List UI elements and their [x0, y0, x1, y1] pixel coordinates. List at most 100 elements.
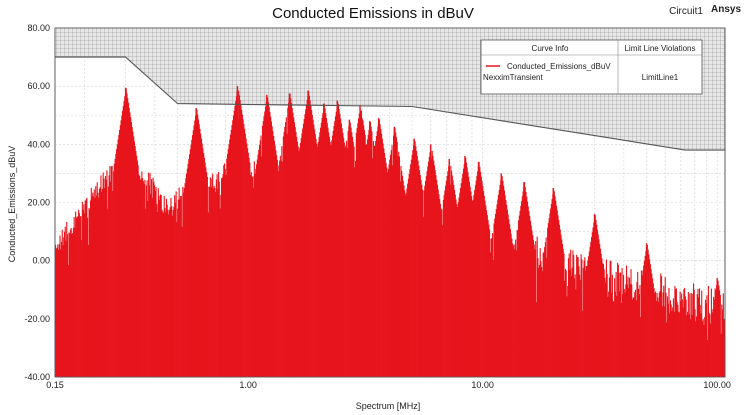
spectrum-bar	[550, 203, 552, 377]
spectrum-bar	[722, 293, 724, 377]
spectrum-bar	[205, 167, 207, 377]
spectrum-bar	[658, 301, 660, 377]
spectrum-bar	[145, 208, 147, 377]
spectrum-bar	[285, 117, 287, 377]
spectrum-bar	[154, 190, 156, 377]
spectrum-bar	[337, 104, 339, 377]
spectrum-bar	[712, 309, 714, 377]
spectrum-bar	[179, 199, 181, 377]
circuit-label: Circuit1	[669, 6, 703, 17]
spectrum-bar	[637, 271, 639, 377]
spectrum-bar	[81, 201, 83, 377]
spectrum-bar	[334, 116, 337, 377]
spectrum-bar	[395, 137, 398, 377]
spectrum-bar	[194, 120, 196, 377]
spectrum-bar	[425, 176, 427, 377]
spectrum-bar	[160, 195, 162, 377]
spectrum-bar	[222, 174, 224, 377]
spectrum-bar	[73, 217, 75, 377]
spectrum-bar	[545, 237, 547, 377]
spectrum-bar	[495, 209, 497, 377]
limit-line	[55, 56, 725, 151]
spectrum-bar	[419, 175, 421, 377]
spectrum-bar	[378, 119, 380, 377]
spectrum-bar	[451, 175, 453, 377]
spectrum-bar	[148, 172, 150, 377]
spectrum-bar	[600, 253, 602, 377]
spectrum-bar	[196, 109, 198, 377]
spectrum-bar	[70, 227, 72, 377]
spectrum-bar	[703, 325, 705, 377]
spectrum-bar	[249, 162, 251, 377]
spectrum-bar	[387, 169, 389, 377]
spectrum-bar	[241, 114, 243, 377]
spectrum-bar	[455, 199, 457, 377]
spectrum-bar	[95, 195, 98, 377]
spectrum-bar	[220, 194, 222, 377]
spectrum-bar	[238, 95, 240, 377]
spectrum-bar	[232, 115, 235, 377]
spectrum-bar	[157, 188, 159, 377]
spectrum-bar	[509, 228, 511, 377]
spectrum-bar	[314, 134, 316, 377]
spectrum-bar	[637, 288, 639, 377]
spectrum-bar	[96, 182, 98, 377]
spectrum-bar	[422, 189, 424, 377]
spectrum-bar	[76, 216, 78, 377]
spectrum-bar	[480, 176, 482, 377]
spectrum-bar	[317, 142, 319, 377]
spectrum-bar	[688, 314, 690, 377]
spectrum-bar	[78, 209, 80, 377]
spectrum-bar	[263, 116, 265, 377]
spectrum-bar	[280, 160, 282, 377]
spectrum-bar	[109, 166, 111, 377]
spectrum-bar	[150, 193, 152, 377]
spectrum-bar	[543, 251, 545, 377]
spectrum-bar	[568, 253, 570, 377]
spectrum-bar	[598, 239, 600, 377]
spectrum-bar	[623, 274, 625, 377]
spectrum-bar	[680, 301, 682, 377]
spectrum-bar	[548, 218, 550, 377]
spectrum-bar	[436, 179, 438, 377]
spectrum-bar	[654, 292, 656, 377]
spectrum-bar	[294, 127, 296, 377]
spectrum-bar	[693, 289, 695, 377]
spectrum-bar	[250, 174, 252, 377]
spectrum-bar	[510, 233, 512, 377]
spectrum-bar	[63, 237, 65, 377]
spectrum-bar	[567, 258, 570, 377]
spectrum-bar	[649, 264, 651, 377]
spectrum-bar	[622, 293, 624, 377]
spectrum-bar	[244, 133, 246, 377]
spectrum-bar	[719, 290, 721, 377]
spectrum-bar	[695, 316, 698, 377]
spectrum-bar	[143, 183, 145, 377]
spectrum-bar	[518, 215, 520, 377]
spectrum-bar	[614, 278, 616, 377]
spectrum-bar	[190, 144, 192, 377]
spectrum-bar	[140, 178, 142, 377]
spectrum-bar	[77, 216, 79, 377]
spectrum-bar	[360, 110, 363, 377]
spectrum-bar	[124, 96, 126, 377]
spectrum-bar	[326, 122, 328, 377]
spectrum-bar	[572, 250, 574, 377]
spectrum-bar	[442, 199, 444, 377]
spectrum-bar	[553, 191, 555, 377]
spectrum-bar	[162, 213, 165, 377]
spectrum-bar	[98, 197, 100, 377]
spectrum-bar	[74, 227, 76, 377]
spectrum-bar	[367, 134, 369, 377]
spectrum-bar	[287, 107, 289, 377]
spectrum-bar	[246, 143, 248, 377]
y-tick-label: -20.00	[24, 314, 50, 324]
spectrum-bar	[611, 293, 613, 377]
spectrum-bar	[604, 277, 606, 377]
spectrum-bar	[183, 187, 185, 377]
spectrum-bar	[185, 178, 187, 377]
spectrum-bar	[189, 149, 191, 377]
spectrum-bar	[395, 132, 397, 377]
spectrum-bar	[92, 192, 94, 377]
